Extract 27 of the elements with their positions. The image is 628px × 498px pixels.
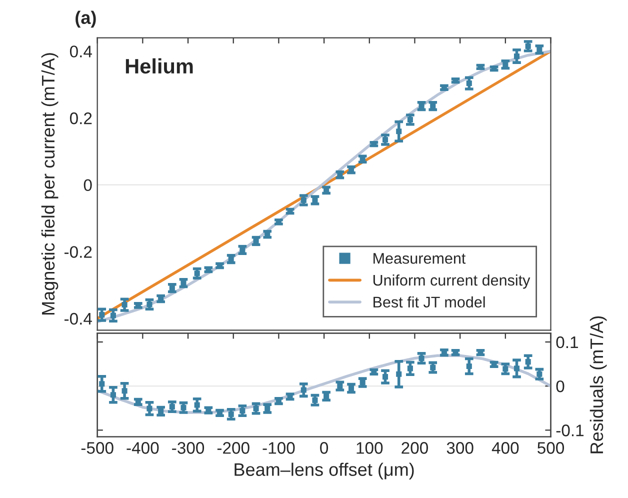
y2-tick-label: 0 <box>556 380 564 392</box>
y-tick-label: 0.4 <box>70 46 92 58</box>
x-tick-label: 400 <box>492 442 519 454</box>
y-axis-title: Magnetic field per current (mT/A) <box>41 53 58 314</box>
x-tick-label: 200 <box>402 442 428 454</box>
x-tick-label: -500 <box>81 442 114 454</box>
legend-label: Measurement <box>374 253 466 264</box>
x-tick-label: 300 <box>446 442 474 454</box>
x-tick-label: -100 <box>262 442 295 454</box>
y-tick-label: -0.4 <box>64 312 92 325</box>
x-tick-label: 0 <box>320 442 328 454</box>
legend-label: Uniform current density <box>373 274 530 289</box>
legend-label: Best fit JT model <box>374 296 485 308</box>
x-tick-label: 100 <box>356 442 383 454</box>
y-tick-label: 0 <box>84 179 92 192</box>
y-tick-label: 0.2 <box>70 112 92 124</box>
x-tick-label: -200 <box>217 442 250 454</box>
text: (a) <box>76 10 96 28</box>
y-tick-label: -0.2 <box>64 246 92 258</box>
y2-axis-title: Residuals (mT/A) <box>590 316 607 454</box>
x-axis-title: Beam–lens offset (μm) <box>234 462 414 480</box>
x-tick-label: -400 <box>126 442 159 454</box>
annotation: Helium <box>126 58 193 74</box>
x-tick-label: -300 <box>172 442 204 454</box>
y2-tick-label: -0.1 <box>556 424 584 436</box>
x-tick-label: 500 <box>538 442 564 454</box>
y2-tick-label: 0.1 <box>556 336 578 348</box>
